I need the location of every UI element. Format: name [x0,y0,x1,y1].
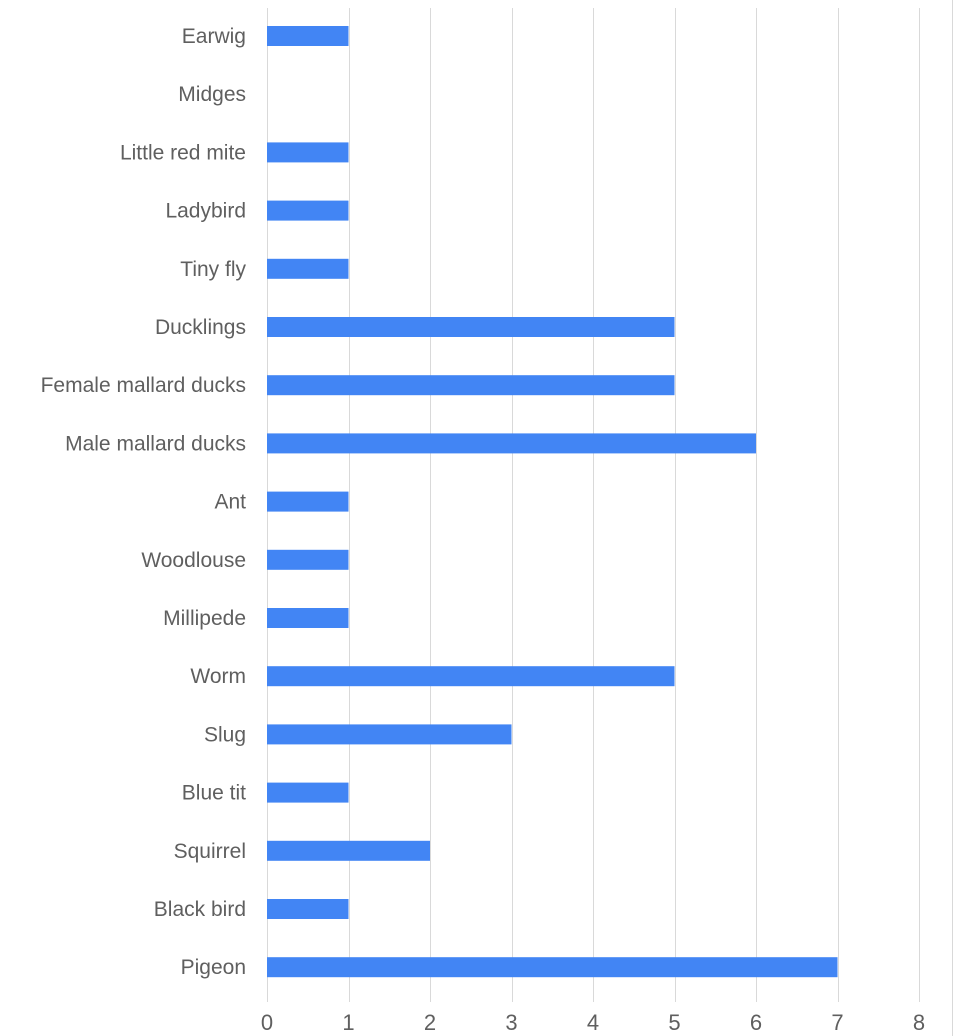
category-label: Pigeon [181,956,246,979]
category-label: Ladybird [165,200,246,223]
x-tick-label: 5 [668,1010,680,1035]
x-tick-label: 8 [913,1010,925,1035]
category-label: Tiny fly [180,258,246,281]
category-label: Female mallard ducks [41,374,246,397]
bar-female-mallard-ducks [267,375,675,396]
bars [267,26,838,978]
x-tick-label: 7 [831,1010,843,1035]
category-label: Male mallard ducks [65,432,246,455]
category-labels: Earwig Midges Little red mite Ladybird Tiny … [41,25,247,979]
bar-blue-tit [267,782,349,803]
category-label: Blue tit [182,782,246,805]
category-label: Ant [214,491,246,514]
bar-tiny-fly [267,258,349,279]
category-label: Slug [204,723,246,746]
bar-male-mallard-ducks [267,433,756,454]
x-tick-label: 6 [750,1010,762,1035]
bar-slug [267,724,512,745]
bar-ladybird [267,200,349,221]
x-tick-label: 3 [505,1010,517,1035]
bar-worm [267,666,675,687]
category-label: Woodlouse [141,549,246,572]
bar-woodlouse [267,549,349,570]
bar-millipede [267,608,349,628]
category-label: Black bird [154,898,246,921]
category-label: Worm [190,665,246,688]
bar-pigeon [267,957,838,978]
bar-ant [267,491,349,512]
bar-black-bird [267,899,349,919]
category-label: Squirrel [174,840,246,863]
gridlines [267,8,920,1002]
x-tick-labels: 0 1 2 3 4 5 6 7 8 [261,1010,925,1035]
x-tick-label: 2 [424,1010,436,1035]
category-label: Ducklings [155,316,246,339]
x-tick-label: 4 [587,1010,599,1035]
x-tick-label: 0 [261,1010,273,1035]
category-label: Little red mite [120,141,246,164]
x-tick-label: 1 [342,1010,354,1035]
bar-earwig [267,26,349,46]
bar-little-red-mite [267,142,349,163]
bar-squirrel [267,840,430,861]
category-label: Millipede [163,607,246,630]
category-label: Earwig [182,25,246,48]
category-label: Midges [178,83,246,106]
chart-border [952,0,953,1036]
bar-ducklings [267,317,675,337]
